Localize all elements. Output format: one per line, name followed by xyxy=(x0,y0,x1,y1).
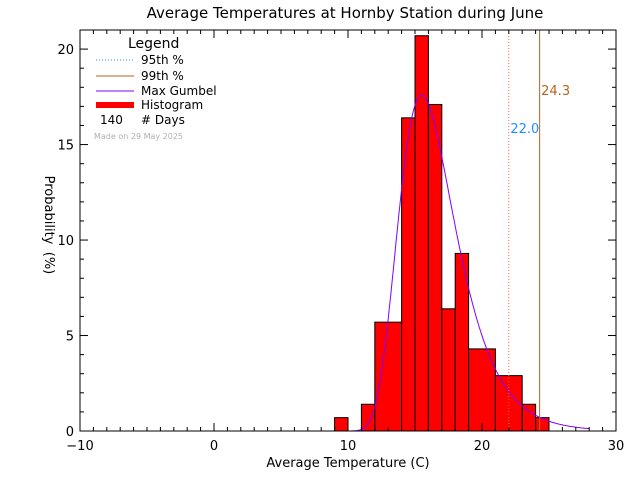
gumbel-curve xyxy=(334,94,590,432)
made-on-note: Made on 29 May 2025 xyxy=(94,132,183,141)
legend: Legend 95th % 99th % Max Gumbel Histogra… xyxy=(94,36,217,141)
histogram-bars xyxy=(334,35,550,432)
histogram-bar xyxy=(535,417,550,432)
histogram-bar xyxy=(401,117,416,432)
histogram-bar xyxy=(374,321,403,432)
histogram-bar xyxy=(427,103,443,432)
legend-days-label: # Days xyxy=(141,113,185,127)
x-tick-label: 30 xyxy=(608,439,625,454)
y-tick-label: 0 xyxy=(66,425,74,440)
histogram-bar xyxy=(334,417,349,432)
legend-item-99: 99th % xyxy=(141,69,184,83)
legend-days-count: 140 xyxy=(100,113,123,127)
x-tick-label: 10 xyxy=(340,439,357,454)
x-tick-label: 20 xyxy=(474,439,491,454)
legend-item-95: 95th % xyxy=(141,53,184,67)
y-tick-label: 15 xyxy=(57,139,74,154)
percentile-99-label: 24.3 xyxy=(541,84,570,99)
y-tick-label: 20 xyxy=(57,43,74,58)
x-tick-label: −10 xyxy=(66,439,93,454)
y-tick-labels: 0 5 10 15 20 xyxy=(57,43,74,440)
x-tick-label: 0 xyxy=(210,439,218,454)
y-tick-label: 10 xyxy=(57,234,74,249)
histogram-bar xyxy=(441,308,456,432)
y-axis-unit: (%) xyxy=(41,252,56,275)
y-tick-label: 5 xyxy=(66,330,74,345)
plot-area: 22.0 24.3 xyxy=(79,29,617,432)
percentile-95-label: 22.0 xyxy=(510,122,539,137)
histogram-bar xyxy=(494,375,523,432)
histogram-bar xyxy=(360,403,376,432)
legend-title: Legend xyxy=(128,36,179,52)
y-axis-label: Probability xyxy=(41,176,56,245)
x-axis-label: Average Temperature (C) xyxy=(266,456,429,471)
legend-item-histogram: Histogram xyxy=(141,98,203,112)
chart-title: Average Temperatures at Hornby Station d… xyxy=(147,4,544,22)
axis-ticks xyxy=(79,29,617,432)
x-tick-labels: −10 0 10 20 30 xyxy=(66,439,624,454)
legend-item-gumbel: Max Gumbel xyxy=(141,84,217,98)
